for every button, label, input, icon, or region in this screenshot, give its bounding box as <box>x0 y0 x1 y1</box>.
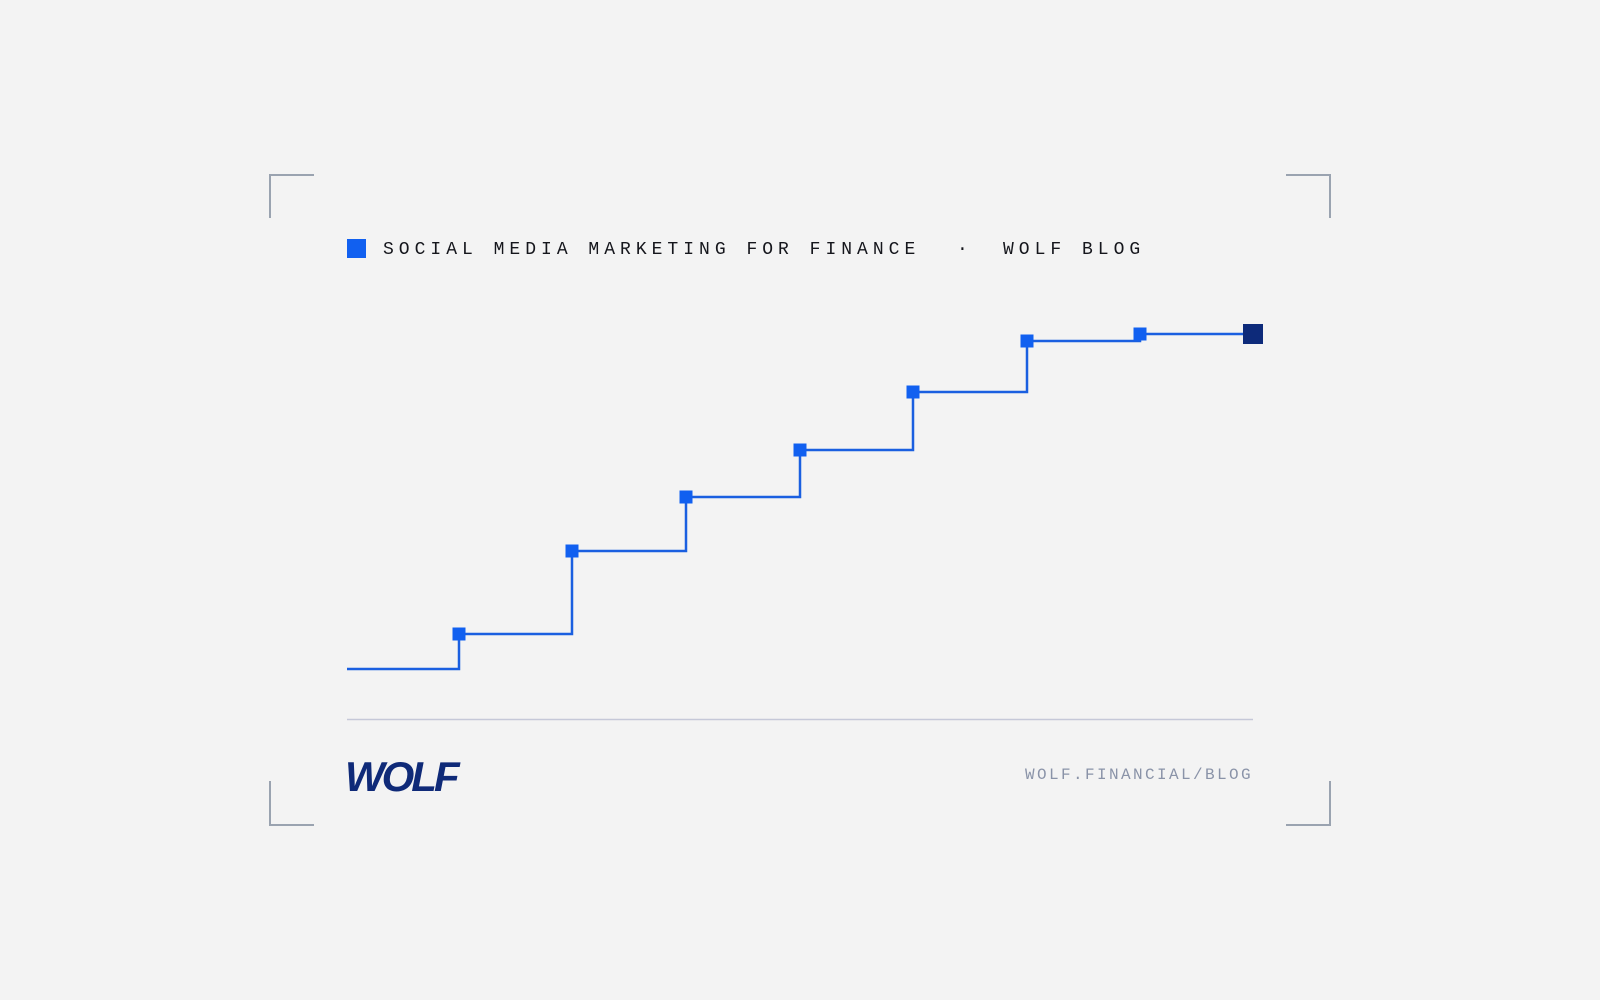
header-source: WOLF BLOG <box>1003 240 1145 260</box>
step-marker <box>452 627 466 641</box>
step-marker <box>906 385 920 399</box>
corner-bottom-right <box>1286 781 1331 826</box>
step-end-marker <box>1243 324 1263 344</box>
logo: WOLF <box>345 753 461 800</box>
corner-top-left <box>269 174 314 218</box>
footer-url: WOLF.FINANCIAL/BLOG <box>1025 766 1253 784</box>
step-marker <box>565 544 579 558</box>
step-marker <box>1133 327 1147 341</box>
corner-top-right <box>1286 174 1331 218</box>
header-square <box>347 239 366 258</box>
step-graphic <box>347 324 1263 671</box>
step-marker <box>679 490 693 504</box>
step-marker <box>793 443 807 457</box>
step-line <box>347 332 1253 671</box>
header-separator: · <box>957 240 973 260</box>
corner-bottom-left <box>269 781 314 826</box>
step-marker <box>1020 334 1034 348</box>
frame-corners <box>269 174 1331 826</box>
header-title: SOCIAL MEDIA MARKETING FOR FINANCE <box>383 240 920 260</box>
